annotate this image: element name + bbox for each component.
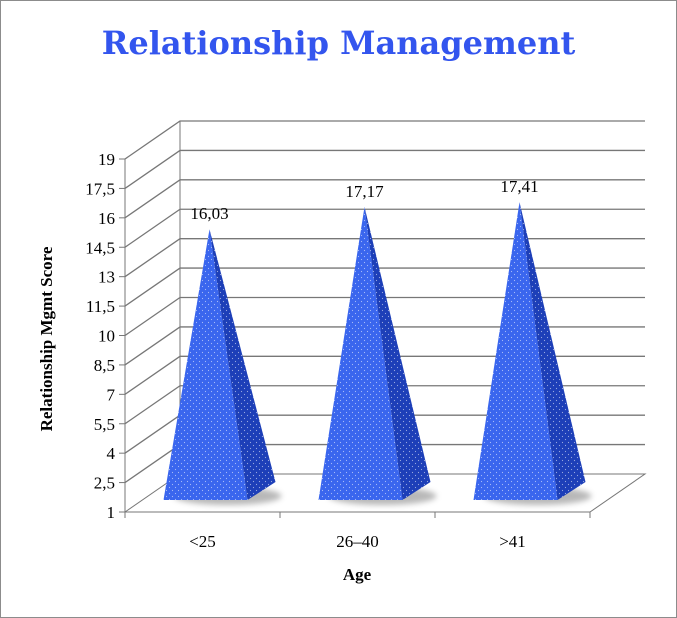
gridline bbox=[124, 149, 645, 189]
y-tick-label: 8,5 bbox=[94, 356, 115, 375]
gridline bbox=[124, 238, 645, 278]
bar-side-texture bbox=[364, 206, 431, 500]
chart-title: Relationship Management bbox=[101, 24, 576, 62]
gridline bbox=[124, 208, 645, 248]
y-tick-label: 1 bbox=[107, 503, 116, 522]
data-labels-group: 16,03 17,17 17,41 bbox=[190, 177, 538, 223]
y-tick-label: 11,5 bbox=[86, 297, 115, 316]
bar-side-texture bbox=[519, 202, 586, 500]
y-tick-label: 4 bbox=[107, 444, 116, 463]
bar-front-texture bbox=[473, 202, 558, 500]
y-axis-title: Relationship Mgmt Score bbox=[37, 246, 56, 431]
y-tick-label: 14,5 bbox=[85, 238, 115, 257]
gridline bbox=[124, 355, 645, 395]
x-tick-label: <25 bbox=[189, 532, 216, 551]
bar-front-texture bbox=[163, 229, 248, 500]
bar-front-texture bbox=[318, 206, 403, 500]
bars-group bbox=[163, 202, 586, 500]
gridline bbox=[124, 267, 645, 307]
gridline bbox=[124, 296, 645, 337]
axes-group: 1 2,5 4 5,5 7 8,5 10 11,5 13 14,5 16 17,5 19 <25 26–40… bbox=[37, 150, 591, 584]
x-tick-label: 26–40 bbox=[336, 532, 379, 551]
y-tick-label: 16 bbox=[98, 209, 115, 228]
gridline bbox=[124, 120, 645, 160]
y-tick-label: 2,5 bbox=[94, 474, 115, 493]
gridline bbox=[124, 385, 645, 425]
x-tick-label: >41 bbox=[499, 532, 526, 551]
y-tick-label: 13 bbox=[98, 268, 115, 287]
gridline bbox=[124, 179, 645, 219]
y-tick-label: 7 bbox=[107, 385, 116, 404]
gridline bbox=[124, 326, 645, 366]
data-label: 16,03 bbox=[190, 204, 228, 223]
data-label: 17,17 bbox=[345, 182, 384, 201]
y-tick-label: 19 bbox=[98, 150, 115, 169]
bar-side-texture bbox=[209, 229, 276, 500]
data-label: 17,41 bbox=[500, 177, 538, 196]
y-tick-label: 10 bbox=[98, 327, 115, 346]
y-tick-label: 5,5 bbox=[94, 415, 115, 434]
x-axis-title: Age bbox=[343, 565, 372, 584]
y-tick-label: 17,5 bbox=[85, 179, 115, 198]
